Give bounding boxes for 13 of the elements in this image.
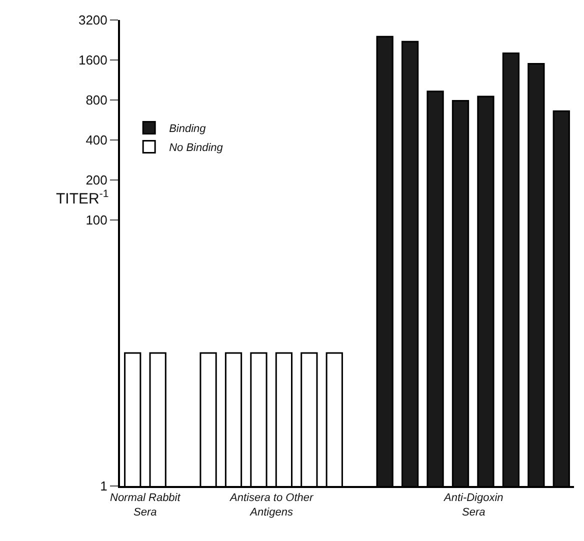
y-tick-label: 400 bbox=[86, 132, 108, 148]
y-tick-label: 1600 bbox=[78, 52, 108, 68]
y-tick-label: 1 bbox=[100, 478, 108, 494]
y-tick-label: 3200 bbox=[78, 12, 108, 28]
text: Anti-Digoxin Sera bbox=[443, 492, 504, 518]
y-axis-title: TITER$^{-1}$ bbox=[56, 188, 109, 208]
text: Normal Rabbit Sera bbox=[110, 492, 182, 518]
legend-label: No Binding bbox=[169, 142, 224, 154]
y-tick-label: 200 bbox=[86, 172, 108, 188]
y-tick-label: 800 bbox=[86, 92, 108, 108]
legend-label: Binding bbox=[169, 122, 207, 135]
text: Antisera to Other Antigens bbox=[229, 492, 314, 518]
y-tick-label: 100 bbox=[86, 212, 108, 228]
